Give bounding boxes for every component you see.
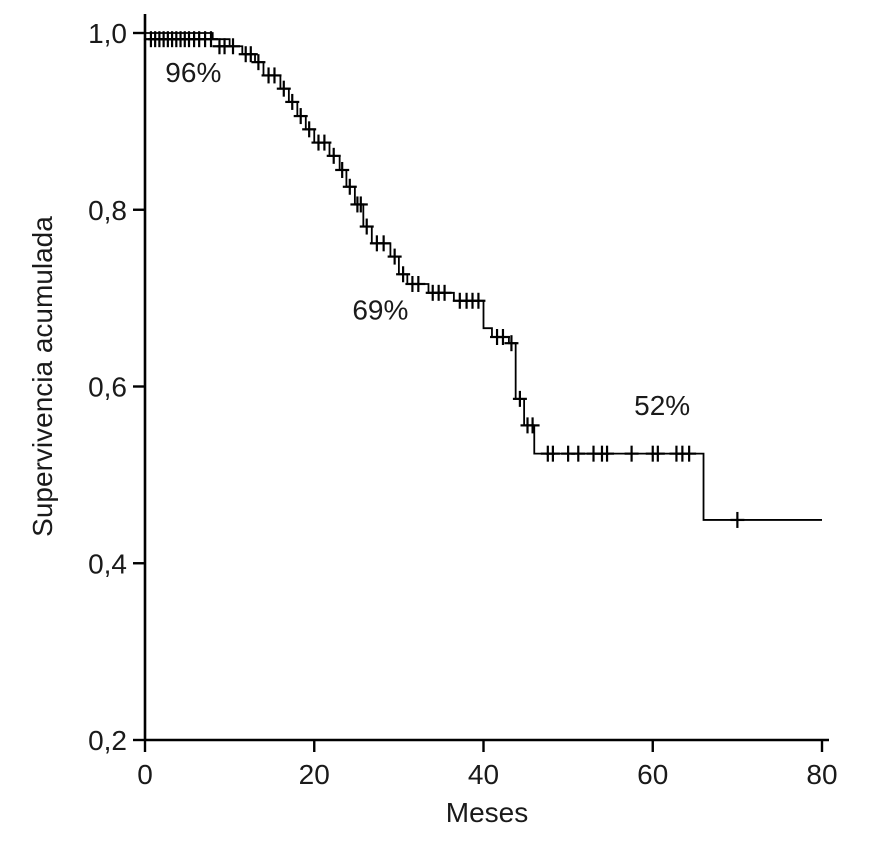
y-tick-label: 1,0 <box>88 18 127 49</box>
survival-annotation: 52% <box>634 390 690 421</box>
x-axis-title: Meses <box>446 797 528 828</box>
x-tick-label: 0 <box>137 759 153 790</box>
y-tick-label: 0,6 <box>88 372 127 403</box>
x-tick-label: 20 <box>299 759 330 790</box>
x-tick-label: 80 <box>806 759 837 790</box>
y-tick-label: 0,8 <box>88 195 127 226</box>
y-axis-title: Supervivencia acumulada <box>27 216 58 537</box>
km-survival-curve <box>145 32 822 521</box>
survival-annotation: 96% <box>165 57 221 88</box>
x-tick-label: 60 <box>637 759 668 790</box>
x-tick-label: 40 <box>468 759 499 790</box>
survival-annotation: 69% <box>352 295 408 326</box>
y-tick-label: 0,2 <box>88 725 127 756</box>
y-tick-label: 0,4 <box>88 548 127 579</box>
